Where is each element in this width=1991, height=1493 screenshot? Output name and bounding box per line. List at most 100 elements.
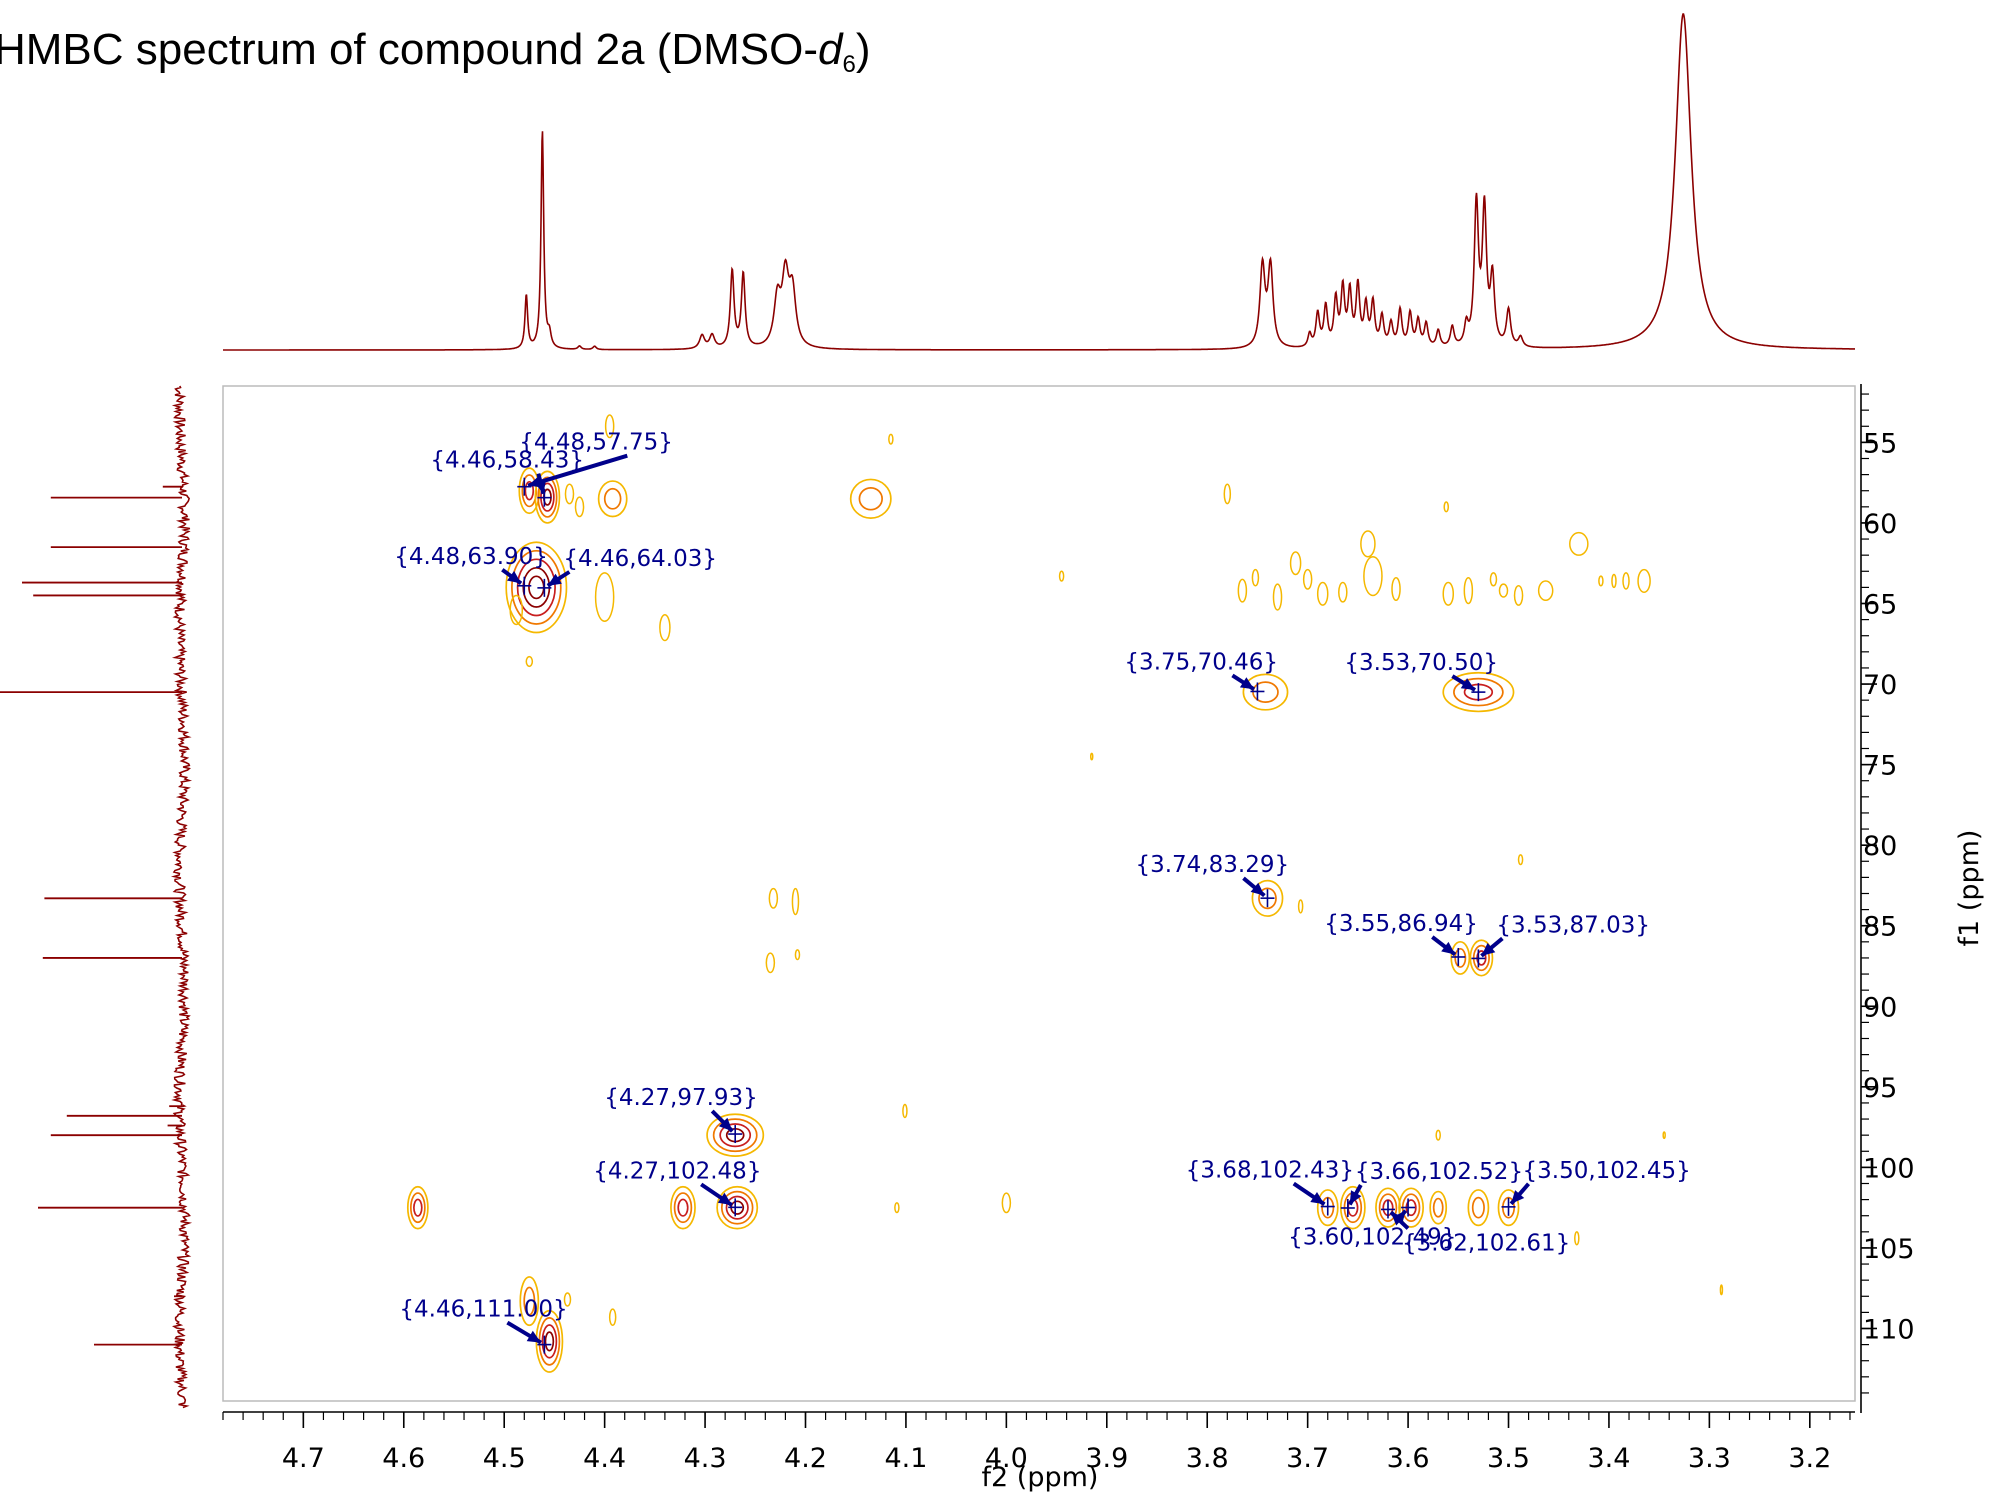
- x-tick-label: 4.2: [784, 1443, 827, 1474]
- weak-contour: [574, 496, 585, 518]
- weak-contour: [1637, 568, 1651, 593]
- weak-contour: [1537, 580, 1554, 602]
- x-axis-title: f2 (ppm): [982, 1462, 1099, 1493]
- contour-level: [1450, 940, 1471, 975]
- contour-level: [719, 1123, 752, 1148]
- x-tick-label: 3.2: [1788, 1443, 1831, 1474]
- y-tick-label: 95: [1863, 1073, 1897, 1104]
- contour-level: [677, 1198, 689, 1217]
- weak-contour: [1272, 583, 1283, 611]
- contour-level: [670, 1185, 696, 1230]
- peak-label: {3.53,87.03}: [1496, 912, 1650, 938]
- peak-label-layer: {4.46,58.43}{4.48,57.75} {4.48,63.90} {4.4…: [394, 430, 1691, 1354]
- contour-level: [1501, 1196, 1516, 1219]
- weak-contour: [525, 655, 534, 668]
- y-tick-label: 70: [1863, 670, 1897, 701]
- contour-level: [519, 1276, 540, 1327]
- peak-arrow-head: [1239, 677, 1255, 690]
- contour-level: [511, 549, 562, 625]
- peak-annotation: {4.46,111.00}: [399, 1297, 568, 1354]
- weak-contour: [1289, 551, 1302, 576]
- x-tick-label: 3.5: [1487, 1443, 1530, 1474]
- peak-label: {4.48,63.90}: [394, 544, 548, 570]
- peak-label: {4.48,57.75}: [519, 430, 673, 456]
- cross-peak: [849, 478, 892, 519]
- peak-label: {3.55,86.94}: [1324, 911, 1478, 937]
- cross-peak: [670, 1185, 696, 1230]
- x-tick-label: 4.4: [583, 1443, 626, 1474]
- y-tick-label: 105: [1863, 1234, 1915, 1265]
- weak-contour: [765, 952, 776, 974]
- y-tick-label: 110: [1863, 1315, 1915, 1346]
- peak-annotation: {3.50,102.45}: [1501, 1158, 1691, 1216]
- contour-level: [1442, 671, 1515, 713]
- contour-level: [1316, 1189, 1339, 1227]
- contour-level: [1432, 1197, 1444, 1218]
- peak-arrow-head: [717, 1192, 732, 1206]
- weak-contour: [1442, 581, 1455, 606]
- weak-contour: [1338, 581, 1348, 603]
- weak-contour: [659, 614, 671, 642]
- peak-arrow-head: [718, 1117, 733, 1132]
- carbon-spectrum-panel: [0, 385, 193, 1409]
- plot-frame: [222, 385, 1856, 1402]
- contour-level: [1469, 939, 1494, 977]
- x-tick-label: 4.5: [483, 1443, 526, 1474]
- peak-label: {4.27,102.48}: [593, 1158, 761, 1184]
- y-tick-label: 80: [1863, 831, 1897, 862]
- peak-arrow-head: [1310, 1192, 1325, 1205]
- y-tick-label: 65: [1863, 590, 1897, 621]
- weak-contour: [888, 433, 894, 445]
- contour-level: [1453, 677, 1504, 707]
- x-tick-label: 3.4: [1587, 1443, 1630, 1474]
- contour-level: [406, 1185, 429, 1230]
- contour-level: [706, 1113, 765, 1157]
- contour-level: [858, 486, 883, 511]
- x-tick-label: 3.7: [1286, 1443, 1329, 1474]
- weak-contour: [1302, 568, 1313, 590]
- peak-label: {3.62,102.61}: [1402, 1230, 1570, 1256]
- weak-contour: [791, 887, 800, 916]
- weak-contour: [509, 594, 524, 626]
- peak-annotation: {3.75,70.46}: [1124, 649, 1278, 701]
- contour-level: [1398, 1187, 1424, 1228]
- chart-title: HMBC spectrum of compound 2a (DMSO-d6): [0, 25, 871, 78]
- weak-contour: [1058, 570, 1065, 582]
- peak-label: {3.66,102.52}: [1355, 1159, 1523, 1185]
- proton-spectrum-panel: [223, 13, 1855, 351]
- peak-arrow-head: [1349, 1190, 1362, 1205]
- weak-contour: [1662, 1131, 1666, 1140]
- weak-contour: [594, 572, 615, 622]
- cross-peak: [1450, 940, 1471, 975]
- weak-contour: [1517, 854, 1524, 866]
- contour-level: [849, 478, 892, 519]
- cross-peak: [519, 1276, 540, 1327]
- peak-annotation: {3.68,102.43}: [1186, 1158, 1354, 1216]
- peak-annotation: {4.27,102.48}: [593, 1158, 761, 1217]
- x-tick-label: 4.6: [382, 1443, 425, 1474]
- weak-contour: [608, 1308, 617, 1327]
- contour-level: [505, 541, 568, 634]
- contour-level: [603, 487, 622, 510]
- contour-level: [1375, 1187, 1401, 1228]
- y-tick-label: 60: [1863, 509, 1897, 540]
- peak-annotation: {3.66,102.52}: [1340, 1159, 1523, 1217]
- weak-contour: [1443, 501, 1450, 513]
- peak-arrow-head: [1390, 1212, 1405, 1226]
- cross-peak: [1467, 1189, 1490, 1227]
- peak-annotation: {4.48,63.90}: [394, 544, 548, 595]
- peak-label: {3.68,102.43}: [1186, 1158, 1354, 1184]
- peak-arrow-head: [528, 476, 543, 488]
- x-tick-label: 4.1: [884, 1443, 927, 1474]
- chart-title-close: ): [856, 25, 871, 74]
- peak-arrow-head: [507, 570, 522, 584]
- cross-peak: [597, 480, 628, 518]
- contour-level: [524, 480, 535, 501]
- weak-contour: [1611, 573, 1617, 589]
- weak-contour: [1360, 530, 1376, 558]
- weak-contour: [1251, 568, 1260, 587]
- cross-peak: [1242, 673, 1289, 711]
- cross-peak: [706, 1113, 765, 1157]
- x-tick-label: 4.7: [282, 1443, 325, 1474]
